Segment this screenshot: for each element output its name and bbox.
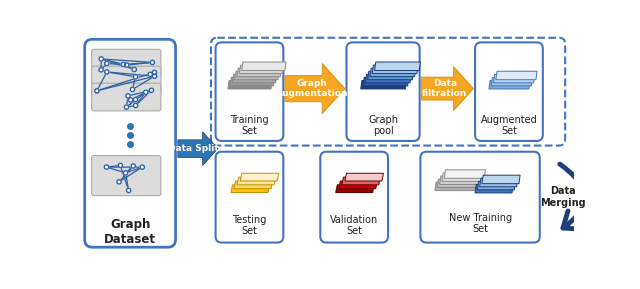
- Circle shape: [124, 105, 129, 109]
- FancyBboxPatch shape: [216, 152, 284, 242]
- FancyBboxPatch shape: [346, 42, 420, 141]
- Circle shape: [95, 89, 99, 93]
- Text: Graph
Dataset: Graph Dataset: [104, 218, 156, 246]
- Circle shape: [152, 74, 157, 78]
- Circle shape: [99, 57, 104, 61]
- Polygon shape: [482, 175, 520, 184]
- Circle shape: [149, 88, 154, 92]
- Polygon shape: [178, 132, 218, 166]
- Polygon shape: [496, 71, 537, 80]
- Circle shape: [152, 70, 157, 75]
- Circle shape: [150, 60, 154, 64]
- FancyBboxPatch shape: [475, 42, 543, 141]
- Text: Data
filtration: Data filtration: [422, 79, 467, 98]
- Polygon shape: [477, 181, 515, 190]
- Polygon shape: [231, 185, 269, 192]
- Polygon shape: [435, 182, 476, 191]
- Text: Testing
Set: Testing Set: [232, 215, 267, 236]
- Polygon shape: [442, 173, 483, 181]
- Text: Data
Merging: Data Merging: [540, 186, 586, 208]
- Text: Data Split: Data Split: [168, 144, 220, 153]
- Circle shape: [148, 72, 152, 77]
- Polygon shape: [493, 74, 535, 83]
- Polygon shape: [437, 179, 479, 188]
- Polygon shape: [339, 181, 378, 189]
- FancyBboxPatch shape: [420, 152, 540, 242]
- Circle shape: [126, 94, 130, 98]
- Polygon shape: [489, 81, 530, 89]
- Polygon shape: [374, 62, 420, 71]
- FancyBboxPatch shape: [320, 152, 388, 242]
- Polygon shape: [372, 65, 418, 74]
- FancyBboxPatch shape: [216, 42, 284, 141]
- FancyBboxPatch shape: [92, 155, 161, 196]
- Circle shape: [131, 87, 134, 92]
- FancyBboxPatch shape: [92, 49, 161, 77]
- Text: Augmented
Set: Augmented Set: [481, 115, 538, 136]
- Polygon shape: [237, 68, 282, 77]
- Text: New Training
Set: New Training Set: [449, 212, 511, 234]
- Polygon shape: [365, 74, 411, 83]
- Text: Validation
Set: Validation Set: [330, 215, 378, 236]
- Polygon shape: [367, 71, 413, 80]
- Polygon shape: [239, 65, 284, 74]
- Circle shape: [133, 75, 138, 79]
- Polygon shape: [440, 176, 481, 184]
- Polygon shape: [363, 77, 409, 86]
- Polygon shape: [361, 81, 406, 89]
- Polygon shape: [342, 177, 380, 185]
- Polygon shape: [242, 62, 286, 71]
- Polygon shape: [421, 66, 474, 111]
- Polygon shape: [240, 173, 279, 181]
- FancyBboxPatch shape: [92, 83, 161, 111]
- Circle shape: [140, 165, 145, 169]
- Circle shape: [143, 90, 148, 95]
- Polygon shape: [345, 173, 383, 181]
- Circle shape: [105, 70, 109, 74]
- Polygon shape: [230, 77, 275, 86]
- Polygon shape: [234, 181, 273, 189]
- Circle shape: [134, 103, 138, 108]
- Polygon shape: [480, 178, 518, 187]
- Circle shape: [121, 62, 125, 67]
- Polygon shape: [492, 77, 532, 86]
- Circle shape: [118, 163, 122, 168]
- Polygon shape: [232, 74, 276, 83]
- Text: Training
Set: Training Set: [230, 115, 269, 136]
- Polygon shape: [336, 185, 374, 192]
- FancyBboxPatch shape: [92, 66, 161, 94]
- Polygon shape: [228, 81, 272, 89]
- Polygon shape: [285, 63, 345, 114]
- Circle shape: [131, 164, 136, 168]
- Circle shape: [104, 165, 109, 169]
- Polygon shape: [235, 71, 279, 80]
- Polygon shape: [370, 68, 416, 77]
- Text: Graph
pool: Graph pool: [368, 115, 398, 136]
- FancyArrowPatch shape: [560, 164, 584, 229]
- FancyBboxPatch shape: [84, 39, 175, 247]
- Circle shape: [134, 97, 138, 102]
- Polygon shape: [237, 177, 276, 185]
- Circle shape: [132, 67, 136, 72]
- Polygon shape: [444, 170, 486, 178]
- Circle shape: [125, 63, 129, 67]
- Circle shape: [105, 61, 109, 66]
- Polygon shape: [475, 184, 513, 193]
- Circle shape: [117, 180, 121, 184]
- Circle shape: [124, 171, 128, 175]
- Text: Graph
Augmentation: Graph Augmentation: [276, 79, 348, 98]
- Circle shape: [127, 188, 131, 192]
- Circle shape: [129, 98, 132, 102]
- Circle shape: [99, 68, 103, 72]
